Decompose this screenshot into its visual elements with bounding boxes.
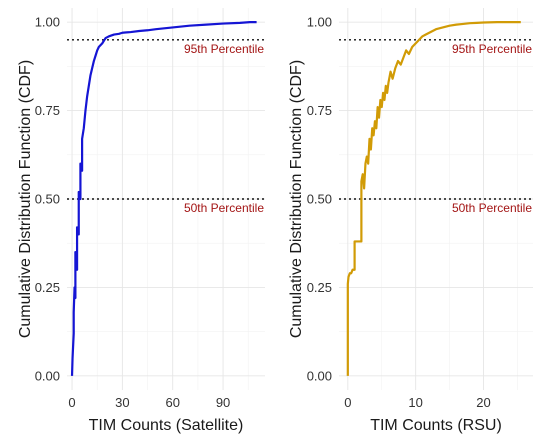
reference-label-50th: 50th Percentile xyxy=(452,201,532,215)
y-tick-label: 0.75 xyxy=(307,103,332,118)
series-satellite xyxy=(70,21,257,376)
x-ticks-satellite: 0 30 60 90 xyxy=(68,395,230,410)
y-tick-label: 0.00 xyxy=(307,368,332,383)
reference-lines-rsu: 95th Percentile 50th Percentile xyxy=(339,39,533,215)
reference-label-50th: 50th Percentile xyxy=(184,201,264,215)
y-tick-label: 1.00 xyxy=(307,15,332,30)
y-tick-label: 0.25 xyxy=(307,280,332,295)
y-tick-label: 0.50 xyxy=(35,192,60,207)
x-axis-title-satellite: TIM Counts (Satellite) xyxy=(89,417,244,434)
y-tick-label: 0.50 xyxy=(307,192,332,207)
y-ticks-rsu: 0.00 0.25 0.50 0.75 1.00 xyxy=(307,15,332,384)
x-tick-label: 30 xyxy=(115,395,129,410)
x-tick-label: 90 xyxy=(216,395,230,410)
x-tick-label: 20 xyxy=(476,395,490,410)
y-axis-title-rsu: Cumulative Distribution Function (CDF) xyxy=(288,60,305,338)
x-tick-label: 0 xyxy=(344,395,351,410)
cdf-line-rsu xyxy=(346,21,521,376)
y-tick-label: 0.00 xyxy=(35,368,60,383)
y-axis-title-satellite: Cumulative Distribution Function (CDF) xyxy=(17,60,34,338)
y-tick-label: 1.00 xyxy=(35,15,60,30)
y-ticks-satellite: 0.00 0.25 0.50 0.75 1.00 xyxy=(35,15,60,384)
reference-lines-satellite: 95th Percentile 50th Percentile xyxy=(67,39,265,215)
x-axis-title-rsu: TIM Counts (RSU) xyxy=(370,417,502,434)
y-tick-label: 0.75 xyxy=(35,103,60,118)
x-tick-label: 60 xyxy=(165,395,179,410)
y-tick-label: 0.25 xyxy=(35,280,60,295)
reference-label-95th: 95th Percentile xyxy=(184,42,264,56)
grid-satellite xyxy=(67,8,265,390)
cdf-line-satellite xyxy=(70,21,257,376)
x-tick-label: 0 xyxy=(68,395,75,410)
x-ticks-rsu: 0 10 20 xyxy=(344,395,491,410)
series-rsu xyxy=(346,21,521,376)
reference-label-95th: 95th Percentile xyxy=(452,42,532,56)
x-tick-label: 10 xyxy=(408,395,422,410)
